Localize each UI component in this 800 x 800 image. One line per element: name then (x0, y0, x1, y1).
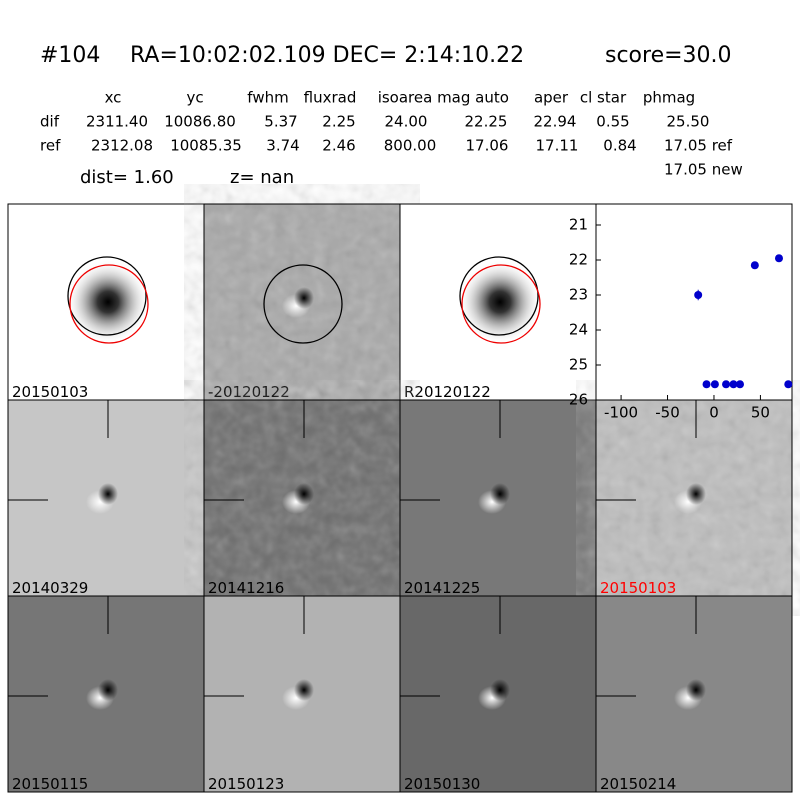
y-tick-label: 24 (569, 321, 588, 339)
cell: 2.46 (322, 137, 355, 155)
dipole-dark (686, 483, 706, 505)
dipole-dark (490, 483, 510, 505)
cell: 0.84 (603, 137, 636, 155)
column-header: mag auto (437, 89, 509, 107)
panel-label: 20150115 (12, 775, 88, 793)
point (729, 380, 738, 389)
dipole-dark (294, 679, 314, 701)
cell: 2312.08 (91, 137, 153, 155)
cell: 24.00 (385, 113, 428, 131)
x-tick-label: -50 (655, 404, 680, 422)
cell: 800.00 (384, 137, 437, 155)
x-tick-label: 50 (751, 404, 770, 422)
id: #104 (40, 43, 100, 68)
cell: 17.05 ref (664, 137, 733, 155)
plot-bg (595, 203, 793, 401)
x-tick-label: -100 (604, 404, 638, 422)
cell: 10086.80 (164, 113, 236, 131)
panel-label: 20150130 (404, 775, 480, 793)
panel-label: 20150123 (208, 775, 284, 793)
star (66, 260, 150, 344)
aperture (263, 264, 343, 344)
y-tick-label: 25 (569, 356, 588, 374)
point (710, 380, 719, 389)
panel-label: 20140329 (12, 579, 88, 597)
point (722, 380, 731, 389)
cell: 0.55 (596, 113, 629, 131)
cell: 3.74 (266, 137, 299, 155)
cell: 25.50 (667, 113, 710, 131)
cell: dif (40, 113, 60, 131)
column-header: fwhm (247, 89, 288, 107)
dipole-dark (490, 679, 510, 701)
aperture (67, 256, 147, 336)
panel-label: 20141216 (208, 579, 284, 597)
point (702, 380, 711, 389)
aperture-red (461, 264, 541, 344)
panel-label: 20141225 (404, 579, 480, 597)
dipole-dark (294, 287, 314, 309)
column-header: xc (105, 89, 122, 107)
y-tick-label: 23 (569, 286, 588, 304)
extra: 17.05 new (664, 161, 743, 179)
panel-label: 20150214 (600, 775, 676, 793)
star (458, 260, 542, 344)
aperture-red (69, 264, 149, 344)
z: z= nan (230, 167, 294, 188)
panel-label: R20120122 (404, 383, 491, 401)
panel-label: 20150103 (12, 383, 88, 401)
point (750, 261, 759, 270)
cell: 17.11 (536, 137, 579, 155)
panel-label: 20150103 (600, 579, 676, 597)
point (735, 380, 744, 389)
cell: 22.25 (465, 113, 508, 131)
column-header: aper (534, 89, 569, 107)
dipole-dark (294, 483, 314, 505)
column-header: phmag (643, 89, 695, 107)
point (784, 380, 793, 389)
aperture (459, 256, 539, 336)
dipole-dark (686, 679, 706, 701)
point (694, 291, 703, 299)
cell: 2311.40 (86, 113, 148, 131)
y-tick-label: 21 (569, 216, 588, 234)
cell: 17.06 (466, 137, 509, 155)
dist: dist= 1.60 (80, 167, 174, 188)
column-header: cl star (580, 89, 627, 107)
cell: 2.25 (322, 113, 355, 131)
x-tick-label: 0 (709, 404, 719, 422)
y-tick-label: 26 (569, 391, 588, 409)
dipole-dark (98, 483, 118, 505)
dipole-dark (98, 679, 118, 701)
column-header: fluxrad (304, 89, 357, 107)
y-tick-label: 22 (569, 251, 588, 269)
cell: 10085.35 (170, 137, 242, 155)
column-header: yc (186, 89, 203, 107)
cell: 22.94 (534, 113, 577, 131)
score: score=30.0 (605, 43, 732, 68)
coords: RA=10:02:02.109 DEC= 2:14:10.22 (130, 43, 524, 68)
cell: 5.37 (264, 113, 297, 131)
cell: ref (40, 137, 61, 155)
panel-label: -20120122 (208, 383, 290, 401)
point (774, 254, 783, 263)
panel-frame (595, 595, 793, 793)
column-header: isoarea (378, 89, 433, 107)
